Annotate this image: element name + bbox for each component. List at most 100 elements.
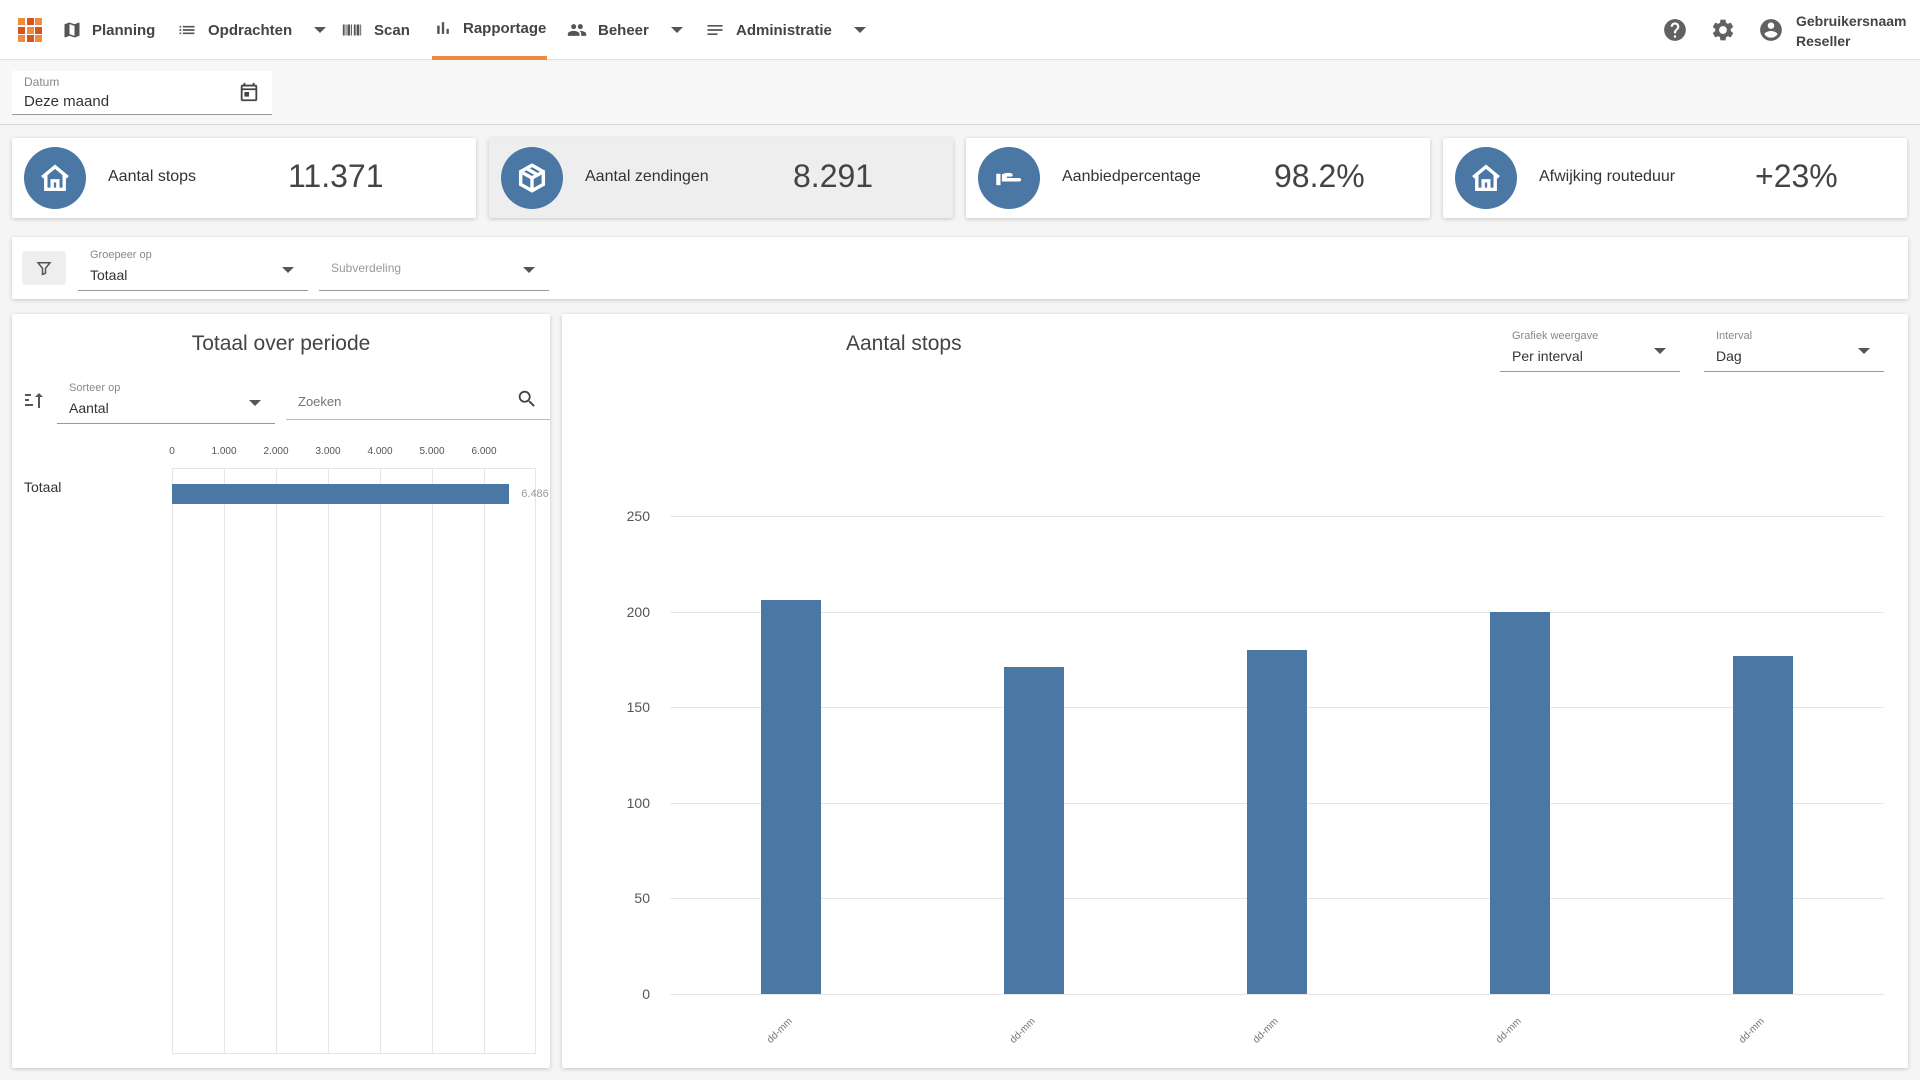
x-tick-label: dd-mm [1251, 1015, 1281, 1046]
kpi-card-afwijking-routeduur[interactable]: Afwijking routeduur +23% [1443, 138, 1907, 218]
x-tick-label: 1.000 [211, 446, 237, 457]
panel-title: Totaal over periode [191, 332, 371, 355]
nav-label: Opdrachten [208, 21, 293, 39]
app-logo[interactable] [18, 18, 42, 42]
bar [172, 484, 510, 504]
interval-select[interactable]: Interval Dag [1704, 326, 1884, 372]
subdivision-select[interactable]: Subverdeling [319, 245, 549, 291]
nav-opdrachten[interactable]: Opdrachten [176, 0, 327, 60]
gridline [670, 611, 1884, 613]
chart-title: Aantal stops [846, 332, 962, 355]
x-tick-label: 5.000 [419, 446, 445, 457]
horizontal-bar-chart: 0 1.000 2.000 3.000 4.000 5.000 6.000 Totaal 6.4… [12, 314, 550, 1068]
chart-frame [172, 468, 536, 1054]
category-label: Totaal [24, 479, 62, 495]
kpi-label: Aantal zendingen [585, 168, 709, 185]
group-by-label: Groepeer op [90, 249, 152, 261]
chevron-down-icon [249, 400, 261, 406]
interval-label: Interval [1716, 330, 1753, 342]
kpi-value: 8.291 [793, 158, 874, 194]
x-tick-label: dd-mm [1493, 1015, 1524, 1046]
date-field-value: Deze maand [24, 93, 110, 110]
nav-beheer[interactable]: Beheer [566, 0, 683, 60]
nav-planning[interactable]: Planning [62, 0, 155, 60]
chart-view-label: Grafiek weergave [1512, 330, 1599, 342]
gridline [484, 468, 485, 1054]
chart-view-value: Per interval [1512, 348, 1583, 364]
kpi-card-zendingen[interactable]: Aantal zendingen 8.291 [489, 138, 953, 218]
kpi-label: Afwijking routeduur [1539, 168, 1676, 185]
nav-label: Planning [92, 21, 156, 39]
sort-by-value: Aantal [69, 400, 109, 416]
chevron-down-icon [523, 267, 535, 273]
date-filter-bar: Datum Deze maand [0, 61, 1920, 125]
date-field-label: Datum [24, 75, 60, 89]
kpi-value: 11.371 [288, 158, 384, 194]
sort-by-label: Sorteer op [69, 382, 121, 394]
chevron-down-icon [1858, 348, 1870, 354]
gridline [670, 516, 1884, 517]
group-by-select[interactable]: Groepeer op Totaal [78, 245, 308, 291]
sort-order-icon[interactable] [22, 388, 46, 412]
map-icon [64, 22, 80, 38]
user-menu[interactable]: Gebruikersnaam Reseller [1796, 11, 1907, 51]
x-tick-label: dd-mm [765, 1015, 796, 1046]
nav-label: Rapportage [463, 19, 547, 37]
calendar-icon[interactable] [238, 81, 260, 103]
bar-chart-icon [437, 22, 449, 34]
gridline [380, 468, 381, 1054]
sort-by-select[interactable]: Sorteer op Aantal [57, 378, 275, 424]
search-icon[interactable] [516, 388, 538, 410]
gridline [670, 994, 1884, 995]
gridline [172, 468, 173, 1054]
barcode-icon [342, 24, 362, 36]
gridline [224, 468, 225, 1054]
chevron-down-icon [853, 27, 866, 33]
bar [761, 600, 822, 994]
y-tick-label: 250 [626, 508, 650, 524]
nav-rapportage[interactable]: Rapportage [432, 0, 548, 60]
list-icon [179, 25, 195, 35]
notes-icon [707, 25, 723, 35]
kpi-label: Aanbiedpercentage [1062, 168, 1201, 185]
account-circle-icon[interactable] [1758, 17, 1784, 43]
bar [1732, 655, 1793, 994]
nav-scan[interactable]: Scan [340, 0, 410, 60]
vertical-bar-chart: 0 50 100 150 200 250 dd-mm dd-mm dd-mm dd-mm dd-mm [562, 314, 1908, 1068]
gridline [328, 468, 329, 1054]
people-icon [567, 24, 587, 36]
y-tick-label: 0 [642, 986, 650, 1002]
x-tick-label: 0 [169, 446, 175, 457]
home-icon [1455, 147, 1517, 209]
bar [1489, 611, 1550, 994]
home-icon [24, 147, 86, 209]
kpi-label: Aantal stops [108, 168, 197, 185]
package-icon [501, 147, 563, 209]
kpi-card-stops[interactable]: Aantal stops 11.371 [12, 138, 476, 218]
nav-administratie[interactable]: Administratie [704, 0, 866, 60]
bar [1247, 649, 1307, 994]
chevron-down-icon [282, 267, 294, 273]
chart-view-select[interactable]: Grafiek weergave Per interval [1500, 326, 1680, 372]
y-tick-label: 50 [634, 890, 650, 907]
grouping-filter-card: Groepeer op Totaal Subverdeling [12, 237, 1908, 299]
x-tick-label: dd-mm [1008, 1015, 1038, 1046]
settings-gear-icon[interactable] [1710, 17, 1736, 43]
group-by-value: Totaal [90, 267, 128, 283]
kpi-card-aanbiedpercentage[interactable]: Aanbiedpercentage 98.2% [966, 138, 1430, 218]
filter-button[interactable] [22, 251, 66, 285]
x-tick-label: 4.000 [367, 446, 393, 457]
search-field[interactable] [286, 378, 550, 420]
nav-label: Beheer [598, 21, 649, 39]
gridline [432, 468, 433, 1054]
x-tick-label: 2.000 [263, 446, 289, 457]
date-field[interactable]: Datum Deze maand [12, 71, 272, 115]
chevron-down-icon [670, 27, 683, 33]
search-input[interactable] [286, 388, 496, 414]
x-tick-label: 3.000 [315, 446, 341, 457]
kpi-value: +23% [1755, 158, 1838, 194]
help-icon[interactable] [1662, 17, 1688, 43]
y-tick-label: 100 [626, 794, 650, 811]
x-tick-label: 6.000 [471, 446, 497, 457]
bar [1004, 667, 1065, 994]
